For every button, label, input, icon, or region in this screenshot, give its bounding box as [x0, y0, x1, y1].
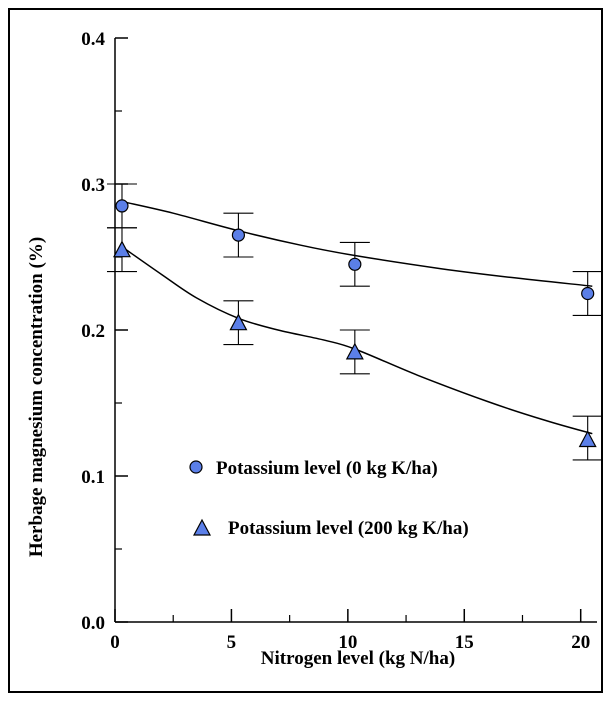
data-point-triangle: [345, 342, 364, 360]
x-tick-label: 10: [338, 632, 357, 653]
data-point-circle: [231, 228, 246, 242]
fit-lines: [121, 200, 593, 435]
legend-item-0: Potassium level (0 kg K/ha): [189, 458, 438, 479]
fit-line-series-0: [121, 200, 593, 287]
y-tick-label: 0.4: [81, 29, 105, 50]
data-point-circle: [348, 257, 362, 271]
data-point-triangle: [112, 240, 131, 258]
data-point-triangle: [578, 430, 597, 448]
chart-frame: [8, 8, 603, 693]
y-tick-label: 0.1: [81, 467, 105, 488]
fit-line-series-1: [121, 246, 593, 435]
data-point-circle: [581, 286, 595, 301]
x-tick-label: 20: [571, 632, 590, 653]
y-axis-title: Herbage magnesium concentration (%): [26, 237, 47, 557]
y-tick-label: 0.2: [81, 321, 105, 342]
legend-item-1: Potassium level (200 kg K/ha): [193, 518, 469, 539]
y-tick-label: 0.3: [81, 175, 105, 196]
legend-label-0: Potassium level (0 kg K/ha): [216, 458, 438, 479]
x-tick-label: 5: [227, 632, 237, 653]
error-bars: [106, 183, 603, 461]
legend-circle-icon: [189, 460, 203, 474]
data-markers: [112, 199, 597, 448]
x-tick-label: 15: [455, 632, 474, 653]
tick-labels: 0.0 0.1 0.2 0.3 0.4 0 5 10 15 20: [81, 29, 590, 653]
x-axis-title: Nitrogen level (kg N/ha): [261, 648, 455, 669]
data-point-triangle: [229, 313, 248, 331]
axes: [114, 37, 597, 623]
y-tick-label: 0.0: [81, 613, 105, 634]
x-tick-label: 0: [110, 632, 120, 653]
legend-triangle-icon: [193, 518, 211, 536]
data-point-circle: [115, 199, 129, 213]
legend-label-1: Potassium level (200 kg K/ha): [228, 518, 469, 539]
legend: Potassium level (0 kg K/ha) Potassium le…: [189, 458, 469, 539]
